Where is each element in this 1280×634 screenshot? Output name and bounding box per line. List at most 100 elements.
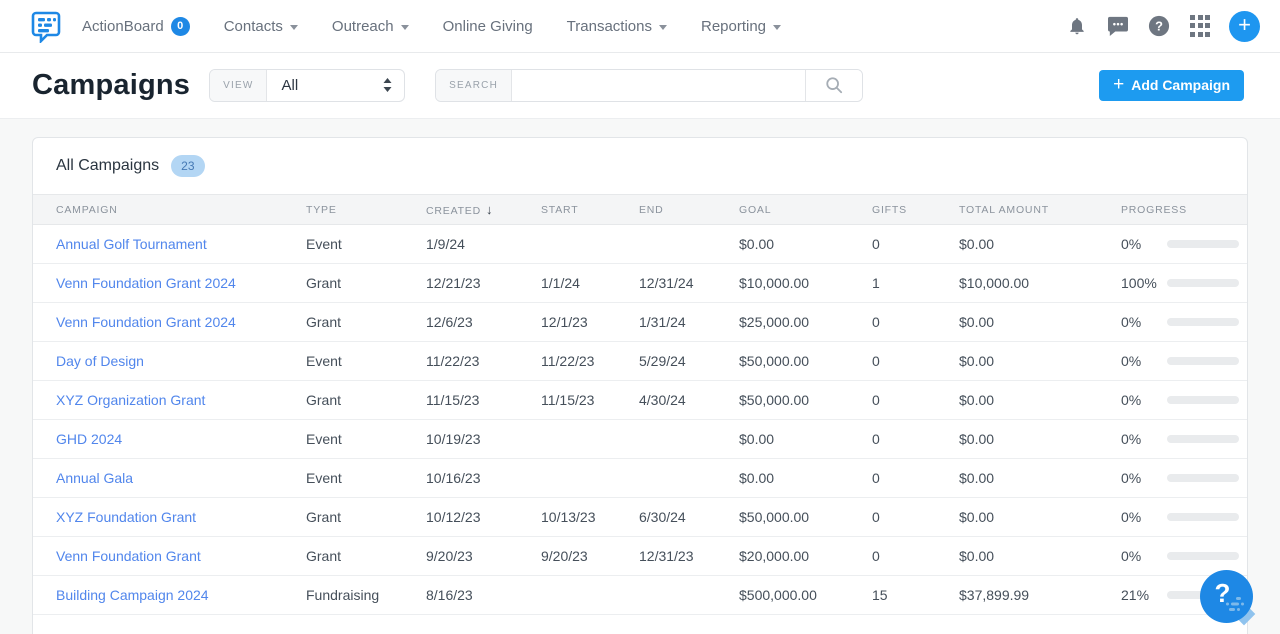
nav-item-online-giving[interactable]: Online Giving [443, 18, 533, 35]
cell-total-amount: $0.00 [951, 224, 1113, 264]
column-header-goal[interactable]: GOAL [731, 194, 864, 225]
cell-start: 12/1/23 [533, 302, 631, 342]
campaign-link[interactable]: Venn Foundation Grant 2024 [56, 275, 236, 291]
nav-item-outreach[interactable]: Outreach [332, 18, 409, 35]
add-campaign-button[interactable]: + Add Campaign [1099, 69, 1244, 101]
column-header-progress[interactable]: PROGRESS [1113, 194, 1247, 225]
cell-gifts: 15 [864, 575, 951, 615]
campaign-link[interactable]: Building Campaign 2024 [56, 587, 209, 603]
cell-gifts: 0 [864, 419, 951, 459]
notifications-bell-icon[interactable] [1065, 14, 1089, 38]
cell-start [533, 458, 631, 498]
nav-item-transactions[interactable]: Transactions [567, 18, 667, 35]
cell-goal: $0.00 [731, 419, 864, 459]
cell-created: 12/6/23 [418, 302, 533, 342]
plus-icon: + [1238, 12, 1251, 37]
table-row: Venn Foundation Grant Grant 9/20/23 9/20… [33, 536, 1247, 576]
progress-bar [1167, 396, 1239, 404]
search-icon [826, 77, 843, 94]
progress-bar [1167, 318, 1239, 326]
column-header-end[interactable]: END [631, 194, 731, 225]
help-question-icon[interactable]: ? [1147, 14, 1171, 38]
cell-gifts: 0 [864, 497, 951, 537]
cell-goal: $0.00 [731, 224, 864, 264]
cell-end [631, 224, 731, 264]
table-row: Day of Design Event 11/22/23 11/22/23 5/… [33, 341, 1247, 381]
campaign-link[interactable]: Day of Design [56, 353, 144, 369]
column-header-campaign[interactable]: CAMPAIGN [33, 194, 298, 225]
quick-add-button[interactable]: + [1229, 10, 1260, 42]
cell-end [631, 458, 731, 498]
campaigns-table: CAMPAIGN TYPE CREATED ↓ START END GOAL GI… [33, 194, 1247, 615]
chevron-down-icon [658, 24, 667, 30]
cell-end: 12/31/24 [631, 263, 731, 303]
cell-total-amount: $37,899.99 [951, 575, 1113, 615]
column-header-total-amount[interactable]: TOTAL AMOUNT [951, 194, 1113, 225]
cell-created: 10/19/23 [418, 419, 533, 459]
nav-item-contacts[interactable]: Contacts [224, 18, 298, 35]
column-header-created[interactable]: CREATED ↓ [418, 194, 533, 225]
plus-icon: + [1113, 73, 1125, 95]
nav-label: Transactions [566, 17, 652, 35]
cell-gifts: 0 [864, 536, 951, 576]
cell-start [533, 419, 631, 459]
cell-created: 11/22/23 [418, 341, 533, 381]
chevron-down-icon [400, 24, 409, 30]
campaign-link[interactable]: Venn Foundation Grant 2024 [56, 314, 236, 330]
nav-item-actionboard[interactable]: ActionBoard 0 [82, 16, 190, 36]
progress-bar [1167, 435, 1239, 443]
cell-type: Event [298, 224, 418, 264]
select-updown-icon [383, 78, 392, 92]
cell-total-amount: $0.00 [951, 497, 1113, 537]
campaign-link[interactable]: Annual Gala [56, 470, 134, 486]
cell-end: 6/30/24 [631, 497, 731, 537]
chevron-down-icon [773, 24, 782, 30]
cell-type: Event [298, 458, 418, 498]
help-question-mark: ? [1214, 578, 1231, 608]
chat-messages-icon[interactable] [1106, 14, 1130, 38]
progress-percent: 0% [1121, 548, 1142, 564]
sort-desc-icon: ↓ [486, 202, 494, 217]
cell-gifts: 1 [864, 263, 951, 303]
cell-type: Grant [298, 263, 418, 303]
nav-item-reporting[interactable]: Reporting [701, 18, 782, 35]
view-label: VIEW [210, 69, 268, 101]
campaign-count-badge: 23 [171, 155, 205, 177]
progress-bar [1167, 552, 1239, 560]
cell-gifts: 0 [864, 341, 951, 381]
cell-end: 1/31/24 [631, 302, 731, 342]
cell-goal: $50,000.00 [731, 497, 864, 537]
campaign-link[interactable]: XYZ Foundation Grant [56, 509, 197, 525]
cell-end [631, 419, 731, 459]
progress-percent: 0% [1121, 470, 1142, 486]
svg-text:?: ? [1155, 19, 1163, 34]
search-button[interactable] [805, 69, 863, 101]
cell-created: 9/20/23 [418, 536, 533, 576]
progress-percent: 0% [1121, 353, 1142, 369]
campaign-link[interactable]: Venn Foundation Grant [56, 548, 201, 564]
progress-bar [1167, 474, 1239, 482]
column-header-start[interactable]: START [533, 194, 631, 225]
campaign-link[interactable]: XYZ Organization Grant [56, 392, 206, 408]
cell-total-amount: $0.00 [951, 419, 1113, 459]
cell-type: Event [298, 419, 418, 459]
cell-start: 10/13/23 [533, 497, 631, 537]
column-header-gifts[interactable]: GIFTS [864, 194, 951, 225]
view-filter-select[interactable]: VIEW All [209, 68, 406, 102]
cell-type: Fundraising [298, 575, 418, 615]
help-chat-widget-button[interactable]: ? [1200, 570, 1256, 626]
cell-gifts: 0 [864, 224, 951, 264]
app-logo-icon[interactable] [30, 9, 64, 45]
search-input[interactable] [512, 69, 806, 101]
apps-grid-icon[interactable] [1188, 14, 1212, 38]
cell-end: 4/30/24 [631, 380, 731, 420]
column-header-type[interactable]: TYPE [298, 194, 418, 225]
progress-percent: 0% [1121, 509, 1142, 525]
progress-percent: 0% [1121, 314, 1142, 330]
cell-goal: $25,000.00 [731, 302, 864, 342]
cell-goal: $10,000.00 [731, 263, 864, 303]
campaign-link[interactable]: GHD 2024 [56, 431, 123, 447]
cell-total-amount: $0.00 [951, 380, 1113, 420]
cell-goal: $500,000.00 [731, 575, 864, 615]
campaign-link[interactable]: Annual Golf Tournament [56, 236, 207, 252]
